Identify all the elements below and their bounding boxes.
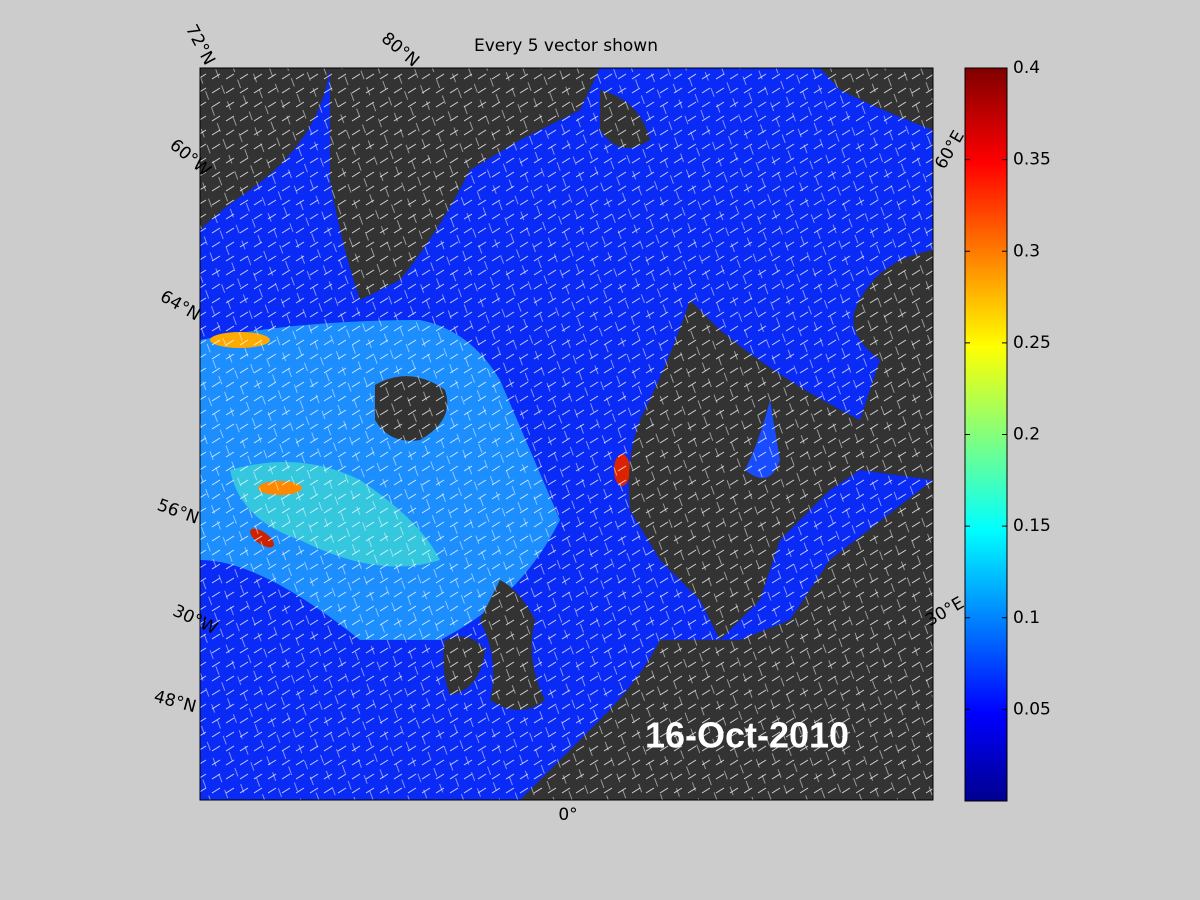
graticule-label: 60°E [931, 127, 969, 172]
graticule-label: 0° [558, 805, 577, 825]
graticule-label: 56°N [154, 495, 201, 528]
colorbar-tick-label: 0.05 [1013, 699, 1051, 719]
vector-field [200, 68, 933, 800]
colorbar-tick-label: 0.15 [1013, 516, 1051, 536]
colorbar-tick-label: 0.4 [1013, 58, 1040, 78]
graticule-label: 80°N [377, 29, 423, 72]
graticule-label: 72°N [181, 21, 219, 68]
colorbar-tick-label: 0.35 [1013, 150, 1051, 170]
colorbar-tick-label: 0.1 [1013, 608, 1040, 628]
map-frame [199, 67, 934, 801]
map-title: Every 5 vector shown [474, 36, 658, 56]
colorbar-tick-label: 0.3 [1013, 241, 1040, 261]
colorbar [964, 67, 1008, 802]
graticule-label: 64°N [156, 287, 203, 326]
date-label: 16-Oct-2010 [645, 715, 849, 756]
colorbar-tick-label: 0.2 [1013, 425, 1040, 445]
map [200, 68, 933, 800]
graticule-label: 48°N [152, 687, 199, 717]
colorbar-tick-label: 0.25 [1013, 333, 1051, 353]
